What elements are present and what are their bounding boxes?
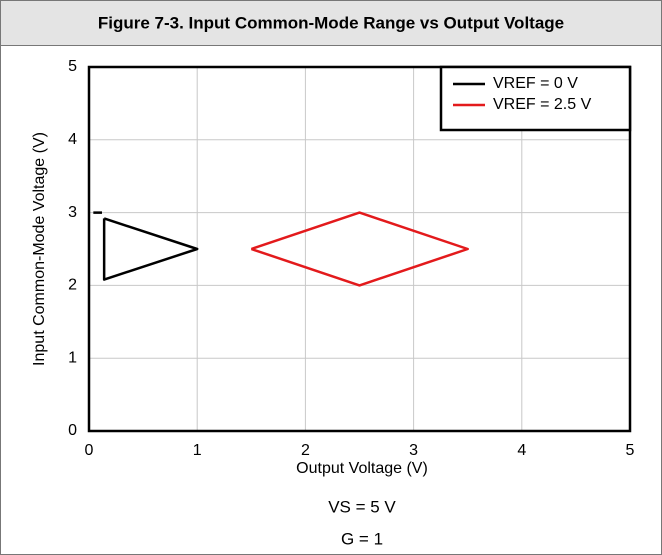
legend-label: VREF = 0 V [493, 75, 578, 92]
x-tick-label: 1 [193, 442, 202, 459]
x-tick-label: 4 [517, 442, 526, 459]
y-axis-label: Input Common-Mode Voltage (V) [31, 132, 48, 366]
legend-label: VREF = 2.5 V [493, 96, 592, 113]
title-bar [0, 0, 662, 46]
x-axis-label: Output Voltage (V) [296, 460, 428, 477]
y-tick-label: 3 [68, 204, 77, 221]
series-line [93, 211, 199, 281]
y-tick-label: 5 [68, 58, 77, 75]
x-tick-label: 5 [626, 442, 635, 459]
y-tick-label: 4 [68, 131, 77, 148]
chart-title: Figure 7-3. Input Common-Mode Range vs O… [98, 13, 564, 32]
annotation: G = 1 [341, 529, 383, 548]
legend-box [439, 65, 632, 132]
y-tick-label: 0 [68, 422, 77, 439]
y-tick-label: 1 [68, 349, 77, 366]
x-tick-label: 0 [85, 442, 94, 459]
x-tick-label: 2 [301, 442, 310, 459]
annotation: VS = 5 V [328, 497, 396, 516]
y-tick-label: 2 [68, 277, 77, 294]
series-line [250, 211, 469, 287]
plot-frame [87, 65, 632, 433]
x-tick-label: 3 [409, 442, 418, 459]
